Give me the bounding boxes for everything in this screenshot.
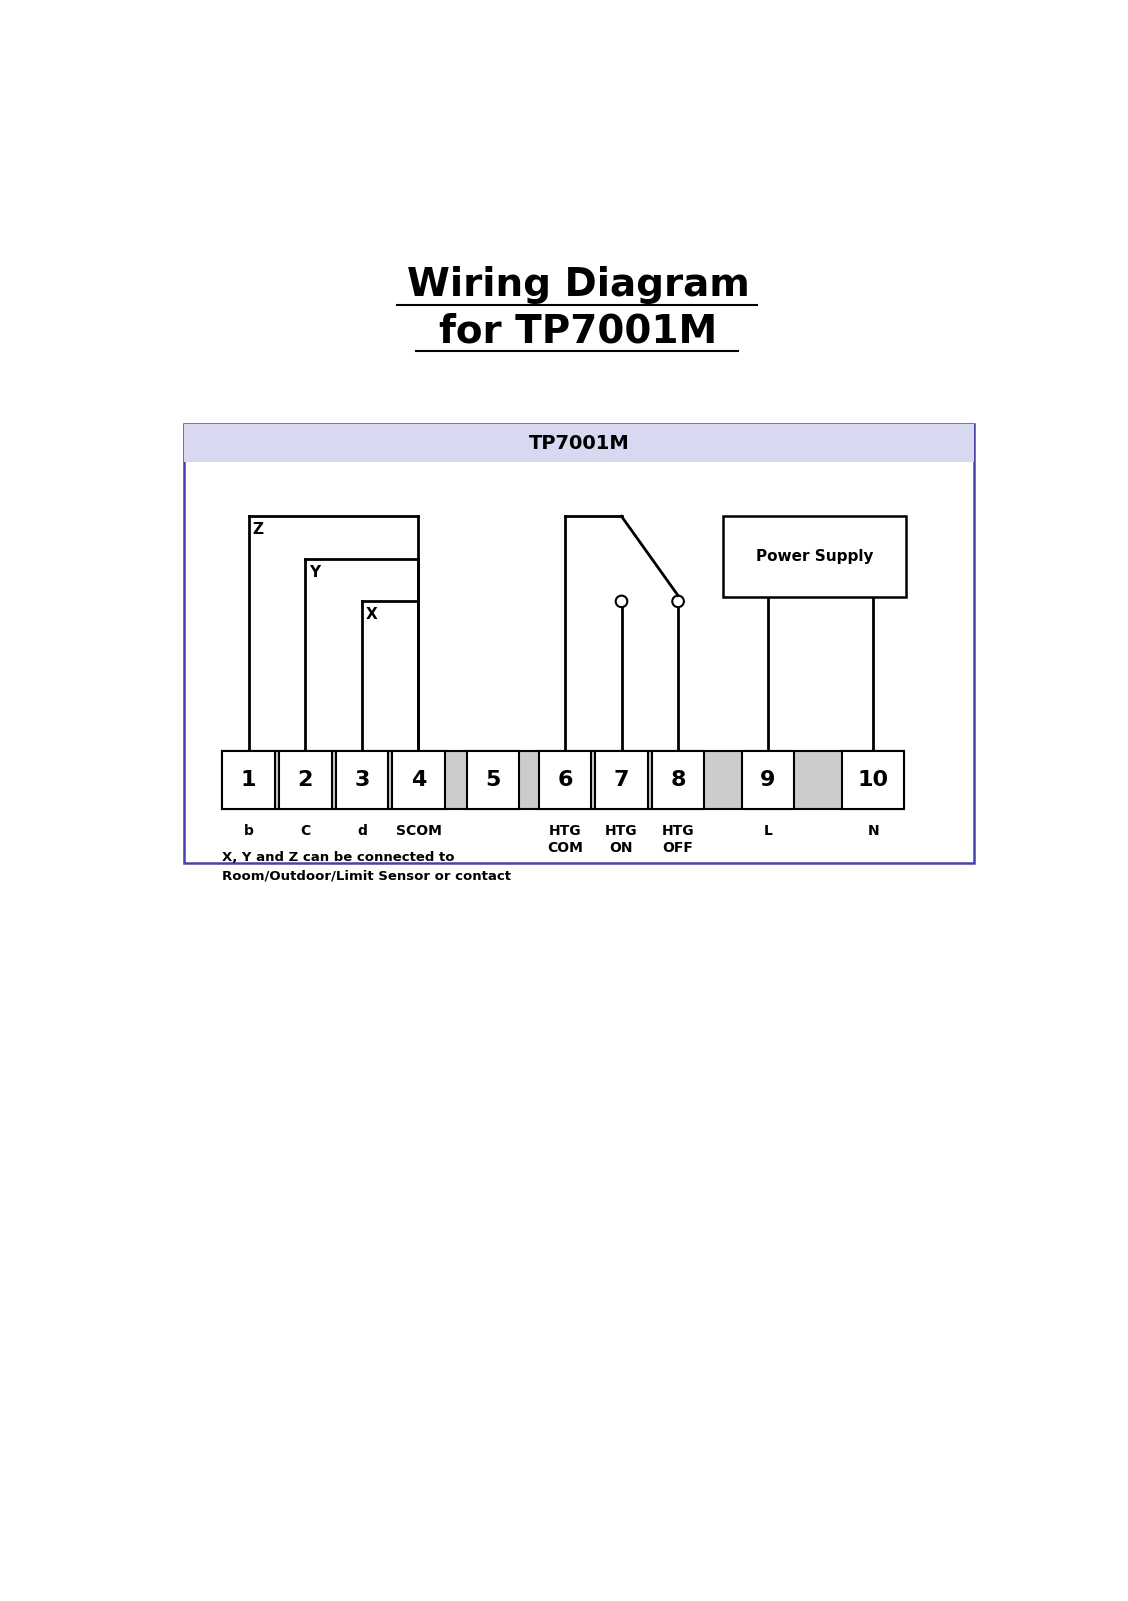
Text: 8: 8 (670, 770, 686, 789)
Text: ON: ON (610, 841, 633, 855)
Text: Y: Y (309, 565, 320, 580)
Bar (741, 751, 794, 809)
Text: 3: 3 (354, 770, 370, 789)
Text: X, Y and Z can be connected to
Room/Outdoor/Limit Sensor or contact: X, Y and Z can be connected to Room/Outd… (222, 852, 511, 882)
Text: X: X (365, 607, 378, 623)
Text: SCOM: SCOM (396, 825, 441, 839)
Text: N: N (867, 825, 879, 839)
Bar (596, 751, 647, 809)
Text: 5: 5 (485, 770, 501, 789)
Text: TP7001M: TP7001M (529, 434, 629, 453)
Bar (652, 751, 704, 809)
Text: C: C (300, 825, 310, 839)
Bar (279, 751, 332, 809)
Bar (393, 751, 444, 809)
Bar (723, 516, 906, 597)
Bar (222, 751, 905, 809)
Text: Wiring Diagram: Wiring Diagram (407, 266, 749, 304)
Text: L: L (764, 825, 773, 839)
Text: Z: Z (253, 522, 264, 538)
Text: Power Supply: Power Supply (756, 549, 873, 564)
Bar (184, 424, 975, 463)
Text: for TP7001M: for TP7001M (439, 312, 717, 351)
Bar (538, 751, 591, 809)
Bar (467, 751, 519, 809)
Text: 6: 6 (557, 770, 573, 789)
Text: 1: 1 (241, 770, 256, 789)
Bar (335, 751, 388, 809)
Text: OFF: OFF (662, 841, 694, 855)
Text: 4: 4 (411, 770, 426, 789)
Text: b: b (244, 825, 254, 839)
Text: COM: COM (547, 841, 583, 855)
Text: HTG: HTG (662, 825, 695, 839)
Text: 9: 9 (760, 770, 776, 789)
Text: d: d (356, 825, 367, 839)
Bar (843, 751, 905, 809)
Text: HTG: HTG (548, 825, 581, 839)
Text: HTG: HTG (606, 825, 637, 839)
Bar (184, 424, 975, 863)
Bar (222, 751, 275, 809)
Text: 10: 10 (857, 770, 889, 789)
Text: 7: 7 (614, 770, 629, 789)
Text: 2: 2 (298, 770, 312, 789)
